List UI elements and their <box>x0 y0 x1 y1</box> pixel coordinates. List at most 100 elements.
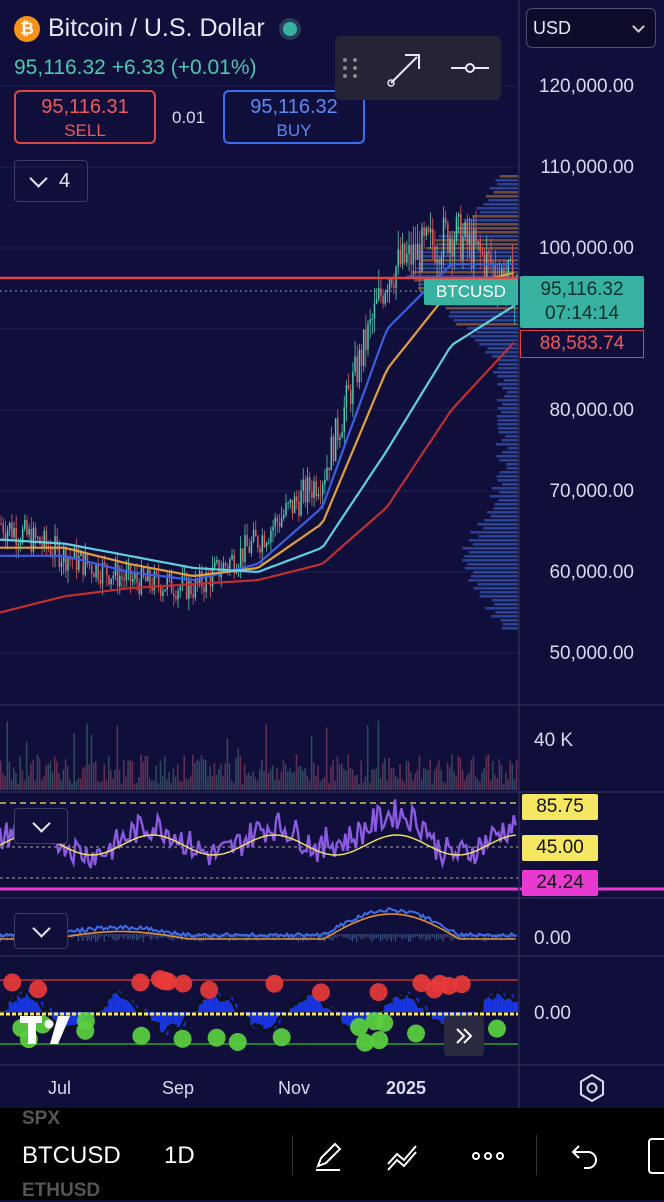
rsi-collapse-button[interactable] <box>14 808 68 844</box>
volume-bar <box>490 780 492 790</box>
indicators-toggle-button[interactable]: 4 <box>14 160 88 202</box>
currency-select[interactable]: USD <box>526 8 656 48</box>
market-status-icon[interactable] <box>279 18 301 40</box>
volume-profile-bar <box>491 515 518 518</box>
volume-bar <box>162 776 164 790</box>
volume-bar <box>272 766 274 790</box>
sell-button[interactable]: 95,116.31 SELL <box>14 90 156 144</box>
volume-bar <box>32 760 34 790</box>
candle-body <box>160 586 162 596</box>
timeframe-selector[interactable]: 1D <box>164 1142 195 1170</box>
volume-bar <box>501 765 503 790</box>
volume-bar <box>160 761 162 790</box>
volume-bar <box>494 775 496 790</box>
candle-body <box>419 244 421 272</box>
volume-profile-bar <box>499 491 518 494</box>
volume-bar <box>26 742 28 790</box>
volume-profile-bar <box>485 607 518 610</box>
volume-bar <box>373 769 375 790</box>
settings-icon[interactable] <box>576 1072 608 1104</box>
volume-bar <box>106 780 108 790</box>
symbol-list-item-above[interactable]: SPX <box>22 1108 60 1130</box>
buy-label: BUY <box>225 121 363 141</box>
macd-histogram-bar <box>86 934 87 941</box>
osc-area <box>302 1001 306 1012</box>
volume-bar <box>356 775 358 790</box>
macd-histogram-bar <box>138 934 139 940</box>
volume-profile-bar <box>469 539 518 542</box>
volume-axis-label: 40 K <box>534 730 573 752</box>
volume-bar <box>207 777 209 790</box>
symbol-selector[interactable]: BTCUSD <box>22 1142 121 1170</box>
volume-bar <box>188 780 190 790</box>
candle-body <box>223 563 225 572</box>
more-icon[interactable] <box>470 1138 506 1174</box>
macd-histogram-bar <box>434 934 435 939</box>
volume-profile-bar <box>473 543 518 546</box>
volume-bar <box>330 766 332 790</box>
volume-profile-bar <box>488 347 518 350</box>
volume-profile-bar <box>419 251 518 254</box>
pen-icon[interactable] <box>310 1138 346 1174</box>
candle-body <box>348 385 350 389</box>
candle-body <box>380 288 382 296</box>
candle-body <box>460 214 462 260</box>
symbol-title[interactable]: ₿ Bitcoin / U.S. Dollar <box>14 14 301 43</box>
volume-profile-bar <box>492 355 518 358</box>
volume-bar <box>473 756 475 790</box>
oscillator-pane <box>0 970 518 1052</box>
macd-histogram-bar <box>119 934 120 939</box>
macd-histogram-bar <box>414 934 415 937</box>
candle-body <box>488 251 490 254</box>
candle-body <box>279 522 281 527</box>
arrow-tool-icon[interactable] <box>381 43 431 93</box>
volume-profile-bar <box>502 387 518 390</box>
chart-style-icon[interactable] <box>384 1138 420 1174</box>
volume-bar <box>17 784 19 790</box>
candle-body <box>67 558 69 570</box>
volume-bar <box>289 768 291 790</box>
volume-bar <box>0 761 2 790</box>
volume-profile-bar <box>498 363 518 366</box>
candle-body <box>402 244 404 265</box>
volume-bar <box>114 769 116 790</box>
volume-profile-bar <box>487 511 518 514</box>
volume-bar <box>447 763 449 790</box>
volume-profile-bar <box>494 603 518 606</box>
volume-profile-bar <box>453 319 518 322</box>
volume-profile-bar <box>486 195 518 198</box>
candle-body <box>354 357 356 372</box>
symbol-list-item-below[interactable]: ETHUSD <box>22 1180 100 1202</box>
horizontal-line-icon[interactable] <box>445 43 495 93</box>
macd-collapse-button[interactable] <box>14 913 68 949</box>
volume-profile-bar <box>478 535 518 538</box>
volume-bar <box>63 770 65 790</box>
osc-signal-dot <box>365 1012 383 1030</box>
volume-bar <box>24 781 26 790</box>
candle-body <box>46 531 48 546</box>
volume-bar <box>205 761 207 790</box>
volume-bar <box>123 760 125 790</box>
macd-histogram-bar <box>108 934 109 937</box>
volume-profile-bar <box>497 475 518 478</box>
volume-bar <box>421 779 423 790</box>
osc-signal-dot <box>350 1018 368 1036</box>
page-title: Bitcoin / U.S. Dollar <box>48 14 265 43</box>
volume-bar <box>466 775 468 790</box>
macd-histogram-bar <box>149 934 150 939</box>
grip-icon[interactable] <box>343 53 367 83</box>
candle-body <box>149 569 151 586</box>
volume-profile-bar <box>504 395 518 398</box>
undo-icon[interactable] <box>566 1138 602 1174</box>
candle-body <box>130 565 132 581</box>
scroll-to-realtime-button[interactable] <box>444 1016 484 1056</box>
candle-body <box>458 214 460 217</box>
candle-body <box>438 259 440 264</box>
volume-bar <box>50 761 52 790</box>
volume-bar <box>425 769 427 790</box>
candle-body <box>84 553 86 574</box>
volume-profile-bar <box>449 315 518 318</box>
candle-body <box>456 217 458 241</box>
layout-icon[interactable] <box>648 1138 664 1174</box>
osc-signal-dot <box>3 973 21 991</box>
